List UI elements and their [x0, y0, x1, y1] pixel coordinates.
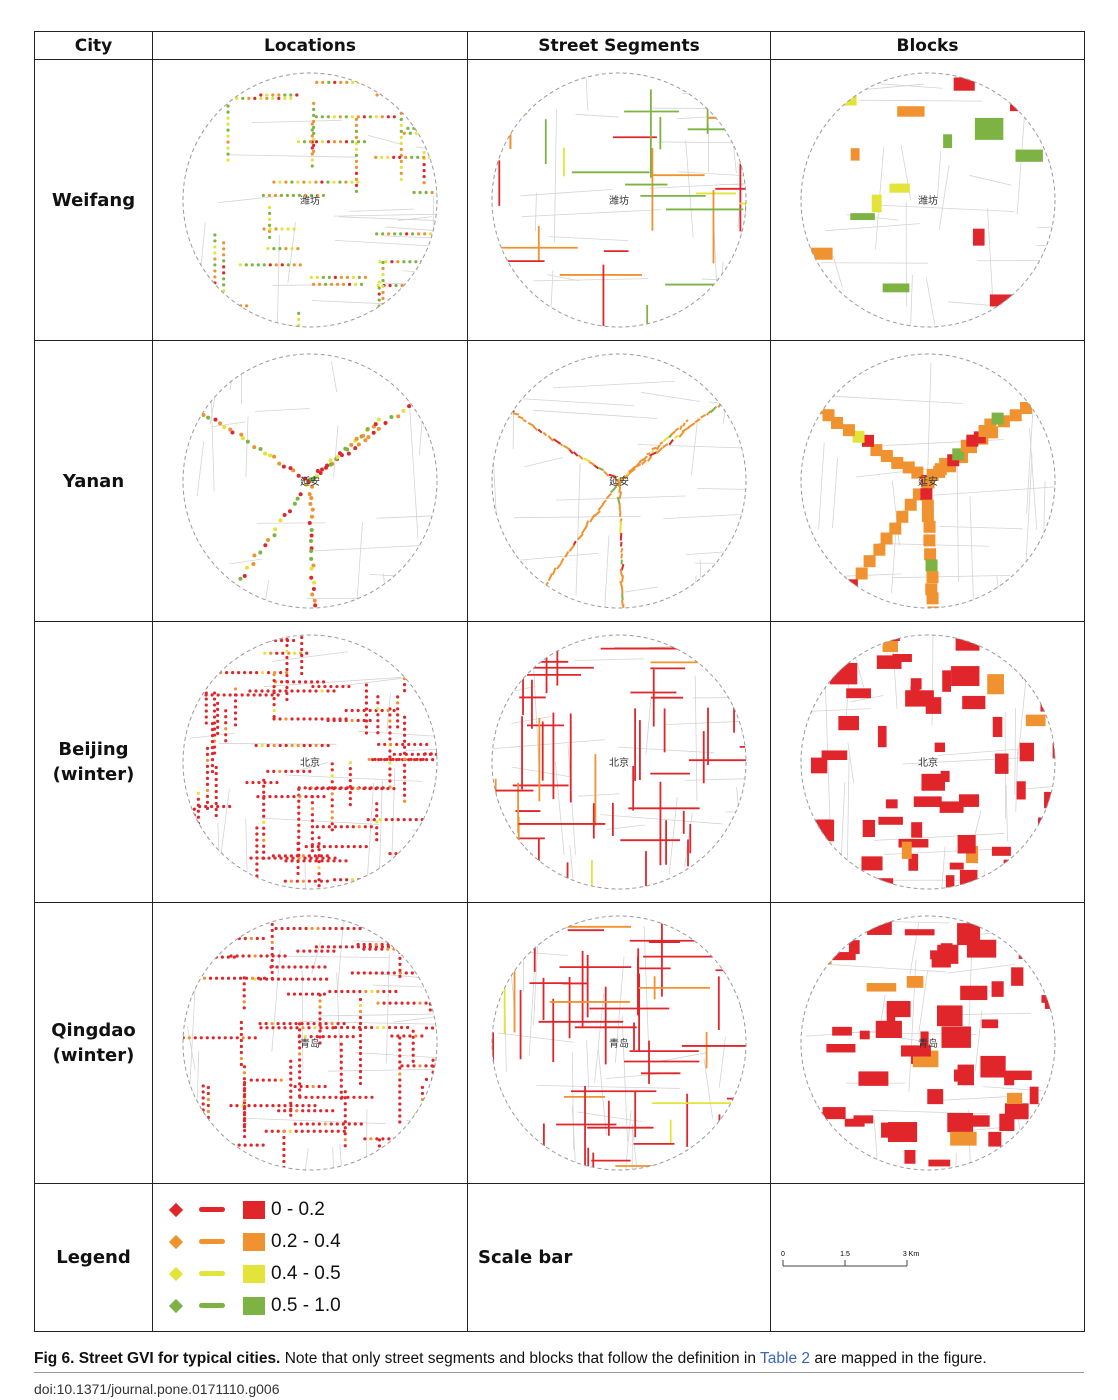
map-cell: 北京	[152, 621, 468, 903]
map-city-label: 潍坊	[918, 194, 938, 207]
city-name: Qingdao (winter)	[34, 902, 153, 1184]
block-symbol	[243, 1296, 265, 1315]
beijing-segments-map: 北京	[491, 634, 747, 890]
caption-text-end: are mapped in the figure.	[814, 1350, 987, 1367]
legend-row: Legend 0 - 0.2 0.2 - 0.4	[34, 1183, 1085, 1332]
point-symbol	[168, 1266, 184, 1281]
row-beijing: Beijing (winter) 北京 北京 北京	[34, 621, 1085, 903]
map-cell: 潍坊	[467, 59, 771, 341]
legend-item: 0.2 - 0.4	[165, 1226, 467, 1258]
qingdao-locations-map: 青岛	[182, 915, 438, 1171]
caption-label: Fig 6.	[34, 1350, 75, 1367]
point-symbol	[168, 1234, 184, 1249]
scale-bar: 0 1.5 3 Km	[781, 1251, 920, 1266]
map-city-label: 延安	[609, 475, 629, 488]
line-symbol	[199, 1271, 225, 1276]
table-2-link[interactable]: Table 2	[760, 1350, 810, 1367]
caption-title: Street GVI for typical cities.	[78, 1350, 281, 1367]
map-city-label: 延安	[300, 475, 320, 488]
city-name: Weifang	[34, 59, 153, 341]
header-blocks: Blocks	[770, 31, 1085, 60]
legend-item: 0.4 - 0.5	[165, 1258, 467, 1290]
map-city-label: 潍坊	[300, 194, 320, 207]
weifang-locations-map: 潍坊	[182, 72, 438, 328]
yanan-locations-map: 延安	[182, 353, 438, 609]
beijing-locations-map: 北京	[182, 634, 438, 890]
map-cell: 延安	[770, 340, 1085, 622]
line-symbol	[199, 1239, 225, 1244]
map-cell: 北京	[770, 621, 1085, 903]
weifang-blocks-map: 潍坊	[800, 72, 1055, 328]
legend-item: 0.5 - 1.0	[165, 1290, 467, 1322]
yanan-blocks-map: 延安	[800, 353, 1055, 609]
figure-caption: Fig 6. Street GVI for typical cities. No…	[34, 1350, 987, 1368]
legend-range: 0 - 0.2	[271, 1198, 325, 1220]
scale-bar-cell: 0 1.5 3 Km	[770, 1183, 1085, 1332]
line-symbol	[199, 1303, 225, 1308]
map-city-label: 延安	[918, 475, 938, 488]
row-qingdao: Qingdao (winter) 青岛 青岛 青岛	[34, 902, 1085, 1184]
scale-tick-1: 1.5	[840, 1251, 850, 1258]
block-symbol	[243, 1264, 265, 1283]
block-symbol	[243, 1232, 265, 1251]
point-symbol	[168, 1298, 184, 1313]
header-city: City	[34, 31, 153, 60]
city-name: Beijing (winter)	[34, 621, 153, 903]
figure-table: City Locations Street Segments Blocks We…	[34, 31, 1085, 1332]
map-cell: 延安	[152, 340, 468, 622]
weifang-segments-map: 潍坊	[491, 72, 747, 328]
scale-tick-0: 0	[781, 1251, 785, 1258]
map-city-label: 北京	[300, 756, 320, 769]
doi-text: doi:10.1371/journal.pone.0171110.g006	[34, 1381, 280, 1397]
map-city-label: 北京	[609, 756, 629, 769]
legend-cell: 0 - 0.2 0.2 - 0.4 0.4 - 0.5	[152, 1183, 468, 1332]
map-city-label: 青岛	[609, 1037, 629, 1050]
map-city-label: 潍坊	[609, 194, 629, 207]
header-locations: Locations	[152, 31, 468, 60]
qingdao-segments-map: 青岛	[491, 915, 747, 1171]
map-city-label: 北京	[918, 756, 938, 769]
scale-bar-label-cell: Scale bar	[467, 1183, 771, 1332]
header-row: City Locations Street Segments Blocks	[34, 31, 1085, 60]
line-symbol	[199, 1207, 225, 1212]
block-symbol	[243, 1200, 265, 1219]
header-street-segments: Street Segments	[467, 31, 771, 60]
map-city-label: 青岛	[918, 1037, 938, 1050]
qingdao-blocks-map: 青岛	[800, 915, 1055, 1171]
map-cell: 北京	[467, 621, 771, 903]
map-cell: 潍坊	[770, 59, 1085, 341]
legend-label: Legend	[34, 1183, 153, 1332]
caption-text: Note that only street segments and block…	[284, 1350, 756, 1367]
legend-range: 0.2 - 0.4	[271, 1230, 341, 1252]
row-yanan: Yanan 延安 延安 延安	[34, 340, 1085, 622]
map-city-label: 青岛	[300, 1037, 320, 1050]
legend-range: 0.5 - 1.0	[271, 1294, 341, 1316]
legend-list: 0 - 0.2 0.2 - 0.4 0.4 - 0.5	[165, 1194, 467, 1322]
scale-tick-2: 3 Km	[903, 1251, 920, 1258]
map-cell: 青岛	[770, 902, 1085, 1184]
row-weifang: Weifang 潍坊 潍坊 潍坊	[34, 59, 1085, 341]
legend-range: 0.4 - 0.5	[271, 1262, 341, 1284]
map-cell: 潍坊	[152, 59, 468, 341]
scale-bar-label: Scale bar	[478, 1247, 573, 1268]
city-name: Yanan	[34, 340, 153, 622]
point-symbol	[168, 1202, 184, 1217]
beijing-blocks-map: 北京	[800, 634, 1055, 890]
legend-item: 0 - 0.2	[165, 1194, 467, 1226]
yanan-segments-map: 延安	[491, 353, 747, 609]
map-cell: 延安	[467, 340, 771, 622]
map-cell: 青岛	[467, 902, 771, 1184]
map-cell: 青岛	[152, 902, 468, 1184]
divider	[34, 1372, 1084, 1373]
